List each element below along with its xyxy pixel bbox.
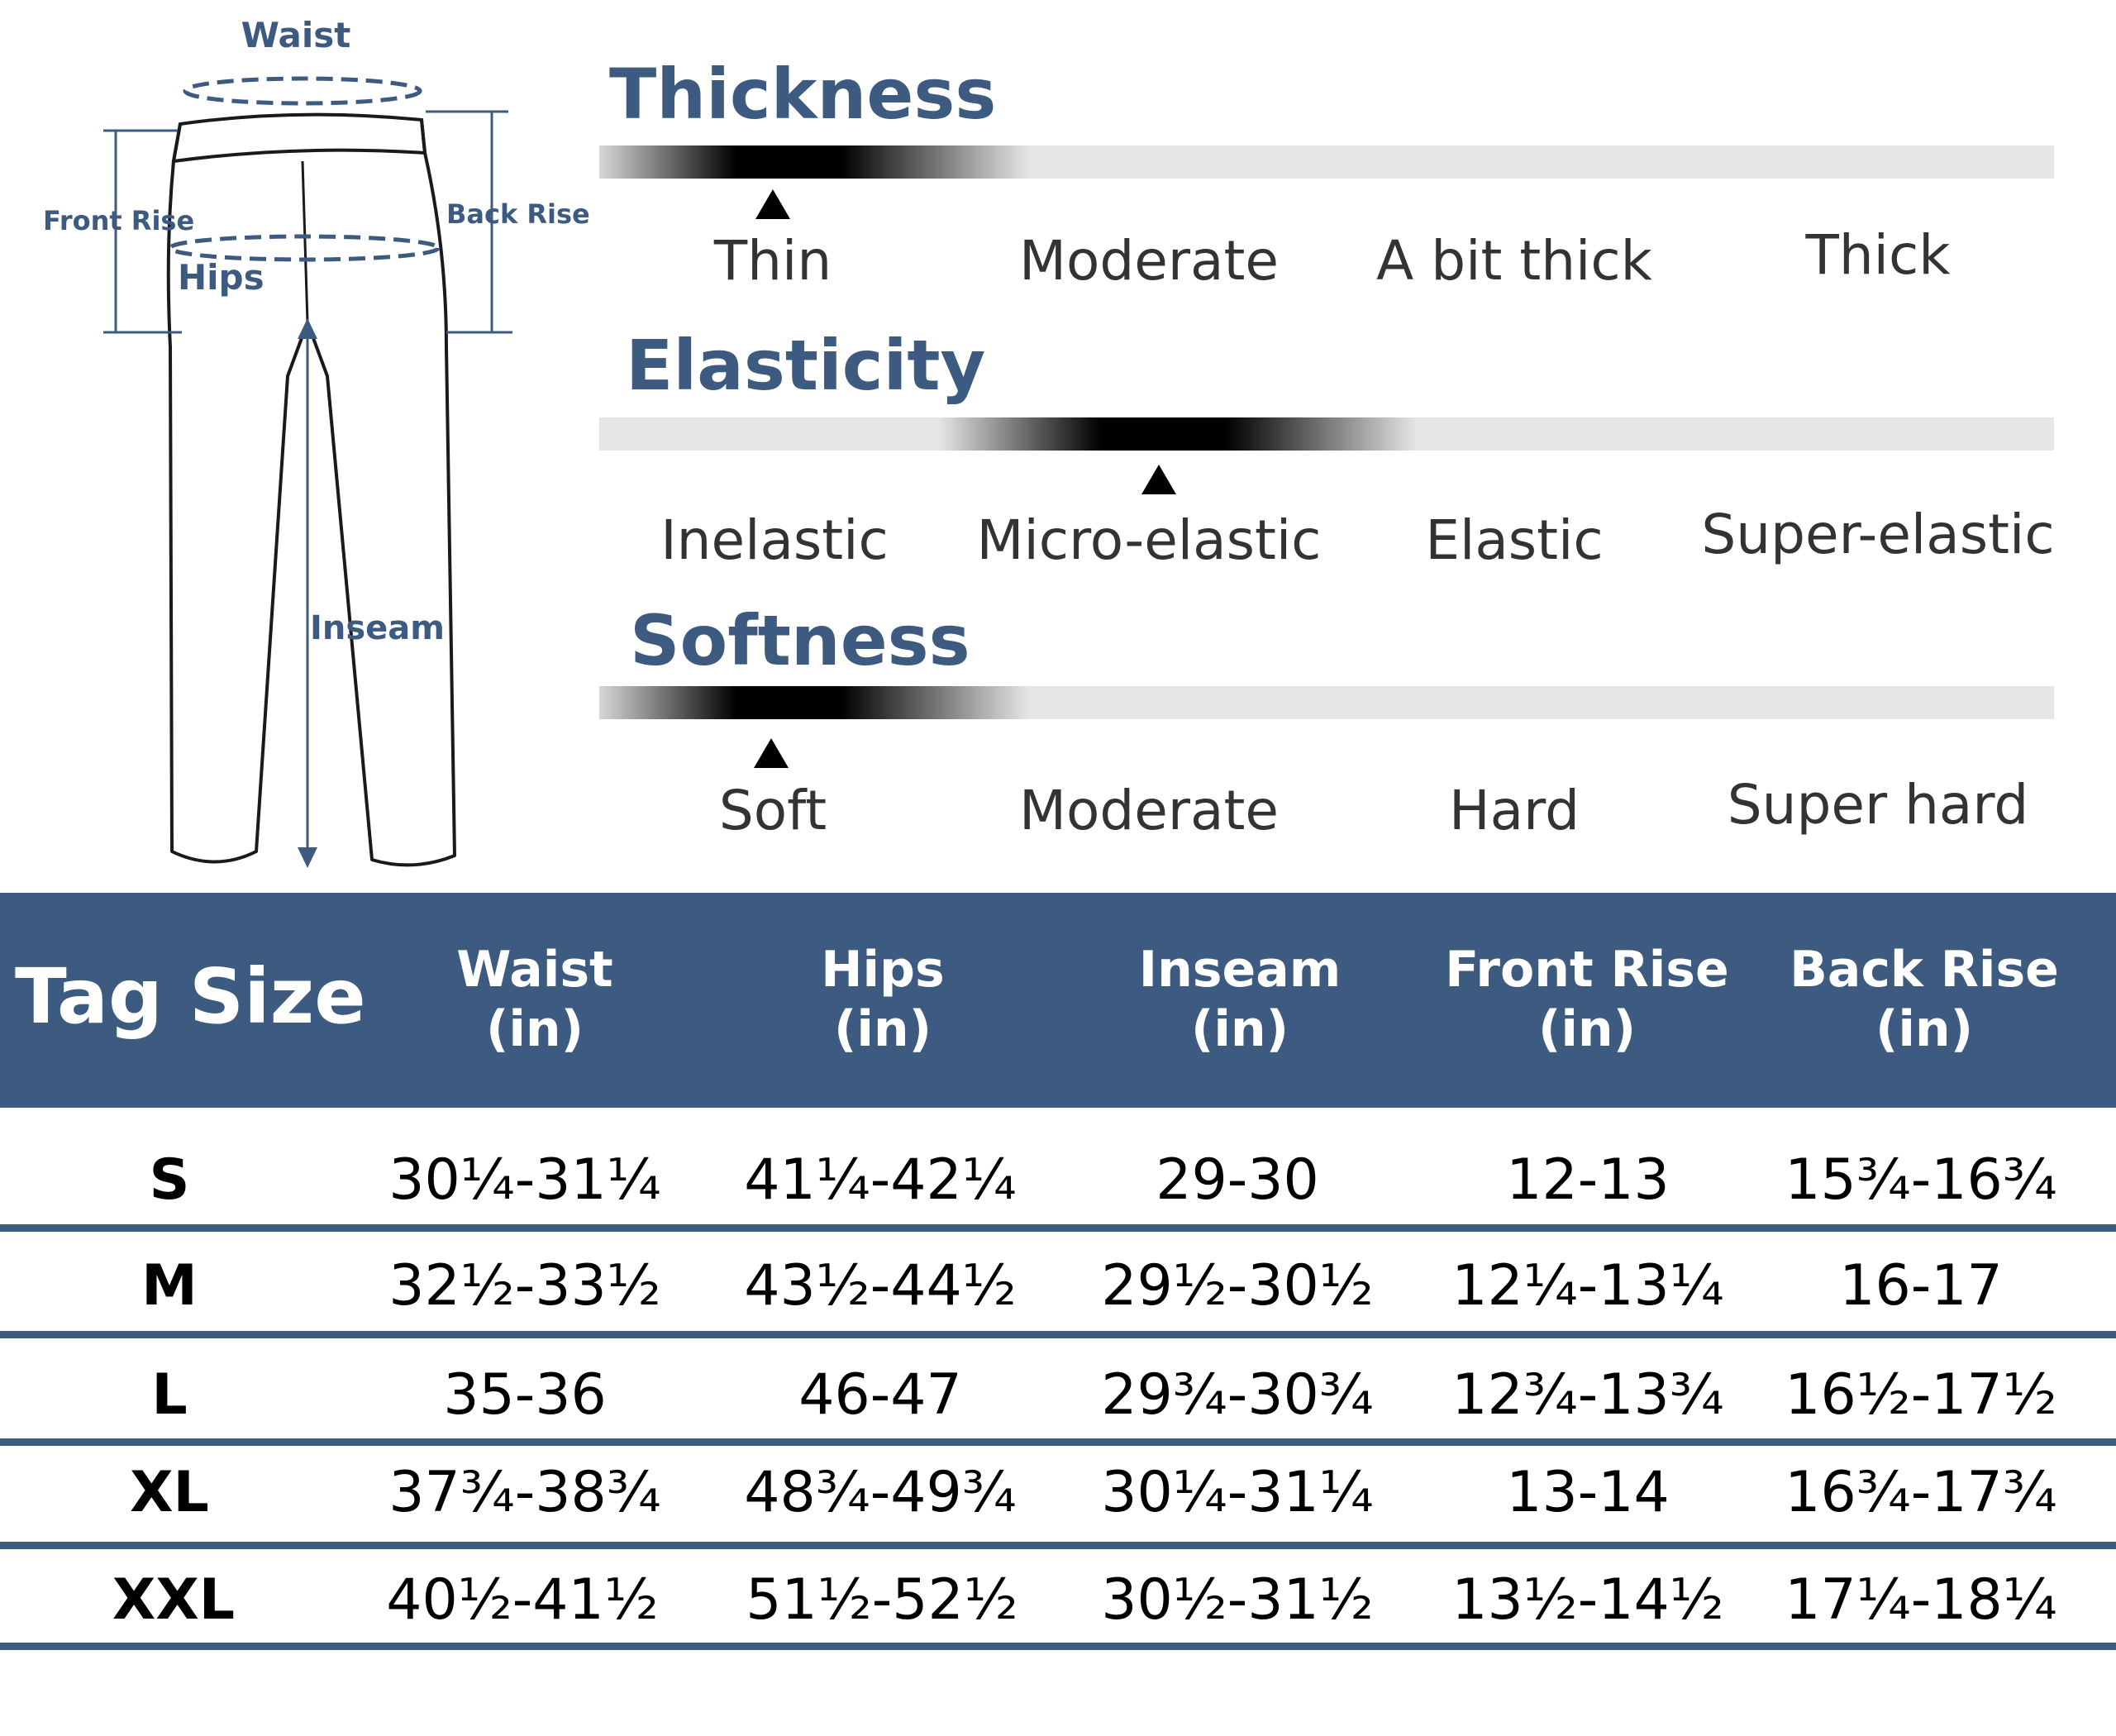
elasticity-indicator — [938, 417, 1418, 451]
elasticity-pointer-icon — [1141, 465, 1176, 494]
elasticity-level-inelastic: Inelastic — [660, 508, 889, 572]
back-rise-cell: 16½-17½ — [1785, 1362, 2057, 1428]
thickness-scale-bar — [599, 145, 2054, 179]
thickness-level-thin: Thin — [713, 229, 832, 293]
waist-cell: 32½-33½ — [388, 1253, 661, 1319]
column-name: Hips — [821, 941, 945, 999]
hips-column-header: Hips (in) — [709, 940, 1056, 1059]
column-name: Back Rise — [1790, 941, 2059, 999]
inseam-cell: 29-30 — [1156, 1147, 1319, 1213]
waist-measure-ellipse — [183, 76, 422, 106]
hips-cell: 48¾-49¾ — [744, 1460, 1017, 1525]
hips-label: Hips — [178, 257, 264, 298]
inseam-arrow-top-icon — [298, 318, 317, 339]
thickness-indicator — [599, 145, 1029, 179]
inseam-column-header: Inseam (in) — [1066, 940, 1413, 1059]
column-unit: (in) — [833, 1000, 932, 1058]
softness-title: Softness — [630, 600, 970, 681]
inseam-cell: 29¾-30¾ — [1101, 1362, 1374, 1428]
elasticity-level-super-elastic: Super-elastic — [1701, 503, 2055, 566]
elasticity-title: Elasticity — [626, 325, 986, 406]
front-rise-cell: 13-14 — [1506, 1460, 1670, 1525]
row-divider — [0, 1331, 2116, 1338]
inseam-cell: 29½-30½ — [1101, 1253, 1374, 1319]
front-rise-cell: 12-13 — [1506, 1147, 1670, 1213]
table-row: M 32½-33½ 43½-44½ 29½-30½ 12¼-13¼ 16-17 — [0, 1233, 2116, 1339]
pants-outline — [166, 119, 456, 867]
waist-cell: 37¾-38¾ — [388, 1460, 661, 1525]
softness-level-soft: Soft — [718, 779, 827, 842]
size-cell: XXL — [112, 1567, 236, 1633]
back-rise-label: Back Rise — [446, 198, 590, 230]
row-divider — [0, 1542, 2116, 1549]
size-cell: L — [151, 1362, 188, 1428]
softness-pointer-icon — [754, 738, 789, 768]
softness-level-moderate: Moderate — [1019, 779, 1279, 842]
front-rise-label: Front Rise — [43, 205, 194, 236]
elasticity-scale-bar — [599, 417, 2054, 451]
column-unit: (in) — [485, 1000, 584, 1058]
hips-measure-ellipse — [168, 234, 441, 262]
thickness-level-moderate: Moderate — [1019, 229, 1279, 293]
inseam-arrow-bottom-icon — [298, 847, 317, 868]
column-name: Waist — [456, 941, 613, 999]
row-divider — [0, 1438, 2116, 1446]
inseam-cell: 30½-31½ — [1101, 1567, 1374, 1633]
thickness-title: Thickness — [609, 54, 997, 135]
softness-indicator — [599, 686, 1029, 719]
column-unit: (in) — [1875, 1000, 1974, 1058]
table-row: XL 37¾-38¾ 48¾-49¾ 30¼-31¼ 13-14 16¾-17¾ — [0, 1440, 2116, 1546]
table-row: L 35-36 46-47 29¾-30¾ 12¾-13¾ 16½-17½ — [0, 1343, 2116, 1448]
waist-cell: 40½-41½ — [386, 1567, 659, 1633]
softness-level-hard: Hard — [1449, 779, 1580, 842]
hips-cell: 51½-52½ — [746, 1567, 1018, 1633]
waist-label: Waist — [241, 15, 351, 55]
size-cell: S — [149, 1147, 190, 1213]
column-name: Front Rise — [1445, 941, 1729, 999]
elasticity-level-elastic: Elastic — [1425, 508, 1604, 572]
back-rise-cell: 17¼-18¼ — [1785, 1567, 2057, 1633]
back-rise-column-header: Back Rise (in) — [1751, 940, 2098, 1059]
front-rise-column-header: Front Rise (in) — [1413, 940, 1761, 1059]
back-rise-cell: 16¾-17¾ — [1785, 1460, 2057, 1525]
column-unit: (in) — [1190, 1000, 1289, 1058]
size-cell: XL — [130, 1460, 209, 1525]
front-rise-cell: 12¾-13¾ — [1451, 1362, 1724, 1428]
size-cell: M — [141, 1253, 198, 1319]
tag-size-header: Tag Size — [15, 952, 366, 1041]
waist-column-header: Waist (in) — [361, 940, 708, 1059]
thickness-pointer-icon — [755, 189, 790, 219]
hips-cell: 46-47 — [798, 1362, 962, 1428]
thickness-level-a-bit-thick: A bit thick — [1376, 229, 1652, 293]
pants-measurement-diagram: Waist Front Rise Back Rise Hips Inseam — [43, 15, 590, 868]
size-table-header: Tag Size Waist (in) Hips (in) Inseam (in… — [0, 893, 2116, 1108]
front-rise-cell: 13½-14½ — [1451, 1567, 1724, 1633]
back-rise-cell: 15¾-16¾ — [1785, 1147, 2057, 1213]
back-rise-cell: 16-17 — [1839, 1253, 2003, 1319]
softness-level-super-hard: Super hard — [1727, 773, 2029, 837]
inseam-cell: 30¼-31¼ — [1101, 1460, 1374, 1525]
front-rise-cell: 12¼-13¼ — [1451, 1253, 1724, 1319]
row-divider — [0, 1643, 2116, 1650]
table-row: XXL 40½-41½ 51½-52½ 30½-31½ 13½-14½ 17¼-… — [0, 1548, 2116, 1653]
waist-cell: 35-36 — [443, 1362, 607, 1428]
table-row: S 30¼-31¼ 41¼-42¼ 29-30 12-13 15¾-16¾ — [0, 1128, 2116, 1233]
inseam-label: Inseam — [310, 609, 445, 647]
column-unit: (in) — [1537, 1000, 1637, 1058]
elasticity-level-micro-elastic: Micro-elastic — [976, 508, 1322, 572]
waist-cell: 30¼-31¼ — [388, 1147, 661, 1213]
hips-cell: 43½-44½ — [744, 1253, 1017, 1319]
pants-center-seam — [301, 160, 309, 323]
column-name: Inseam — [1138, 941, 1342, 999]
row-divider — [0, 1224, 2116, 1232]
thickness-level-thick: Thick — [1805, 223, 1951, 287]
hips-cell: 41¼-42¼ — [744, 1147, 1017, 1213]
pants-waistband — [171, 112, 427, 164]
softness-scale-bar — [599, 686, 2054, 719]
